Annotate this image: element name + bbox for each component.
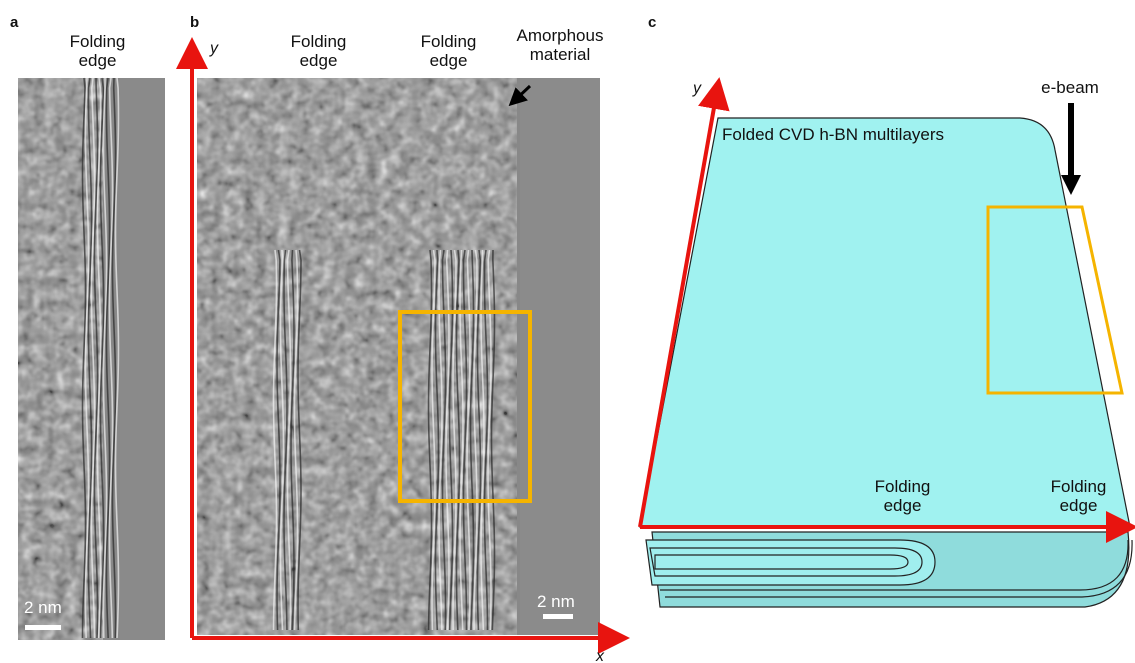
- annotation: Amorphous material: [500, 26, 620, 64]
- annotation: e-beam: [1025, 78, 1115, 97]
- figure: a Folding edge 2 nm b Folding edge Foldi…: [0, 0, 1135, 663]
- fold-diagram: [640, 85, 1132, 607]
- figure-graphics: [0, 0, 1135, 663]
- panel-label: a: [10, 14, 18, 31]
- annotation: Folded CVD h-BN multilayers: [722, 125, 1002, 144]
- annotation: Folding edge: [55, 32, 140, 70]
- annotation: Folding edge: [406, 32, 491, 70]
- axis-label: y: [693, 80, 701, 98]
- tem-image-a: [18, 78, 165, 640]
- annotation: Folding edge: [276, 32, 361, 70]
- scale-bar-label: 2 nm: [24, 598, 62, 618]
- axis-label: x: [596, 648, 604, 663]
- scale-bar-label: 2 nm: [537, 592, 575, 612]
- annotation: Folding edge: [1036, 477, 1121, 515]
- tem-image-b: [192, 45, 622, 638]
- panel-label: c: [648, 14, 656, 31]
- panel-label: b: [190, 14, 199, 31]
- axis-label: y: [210, 40, 218, 58]
- annotation: Folding edge: [860, 477, 945, 515]
